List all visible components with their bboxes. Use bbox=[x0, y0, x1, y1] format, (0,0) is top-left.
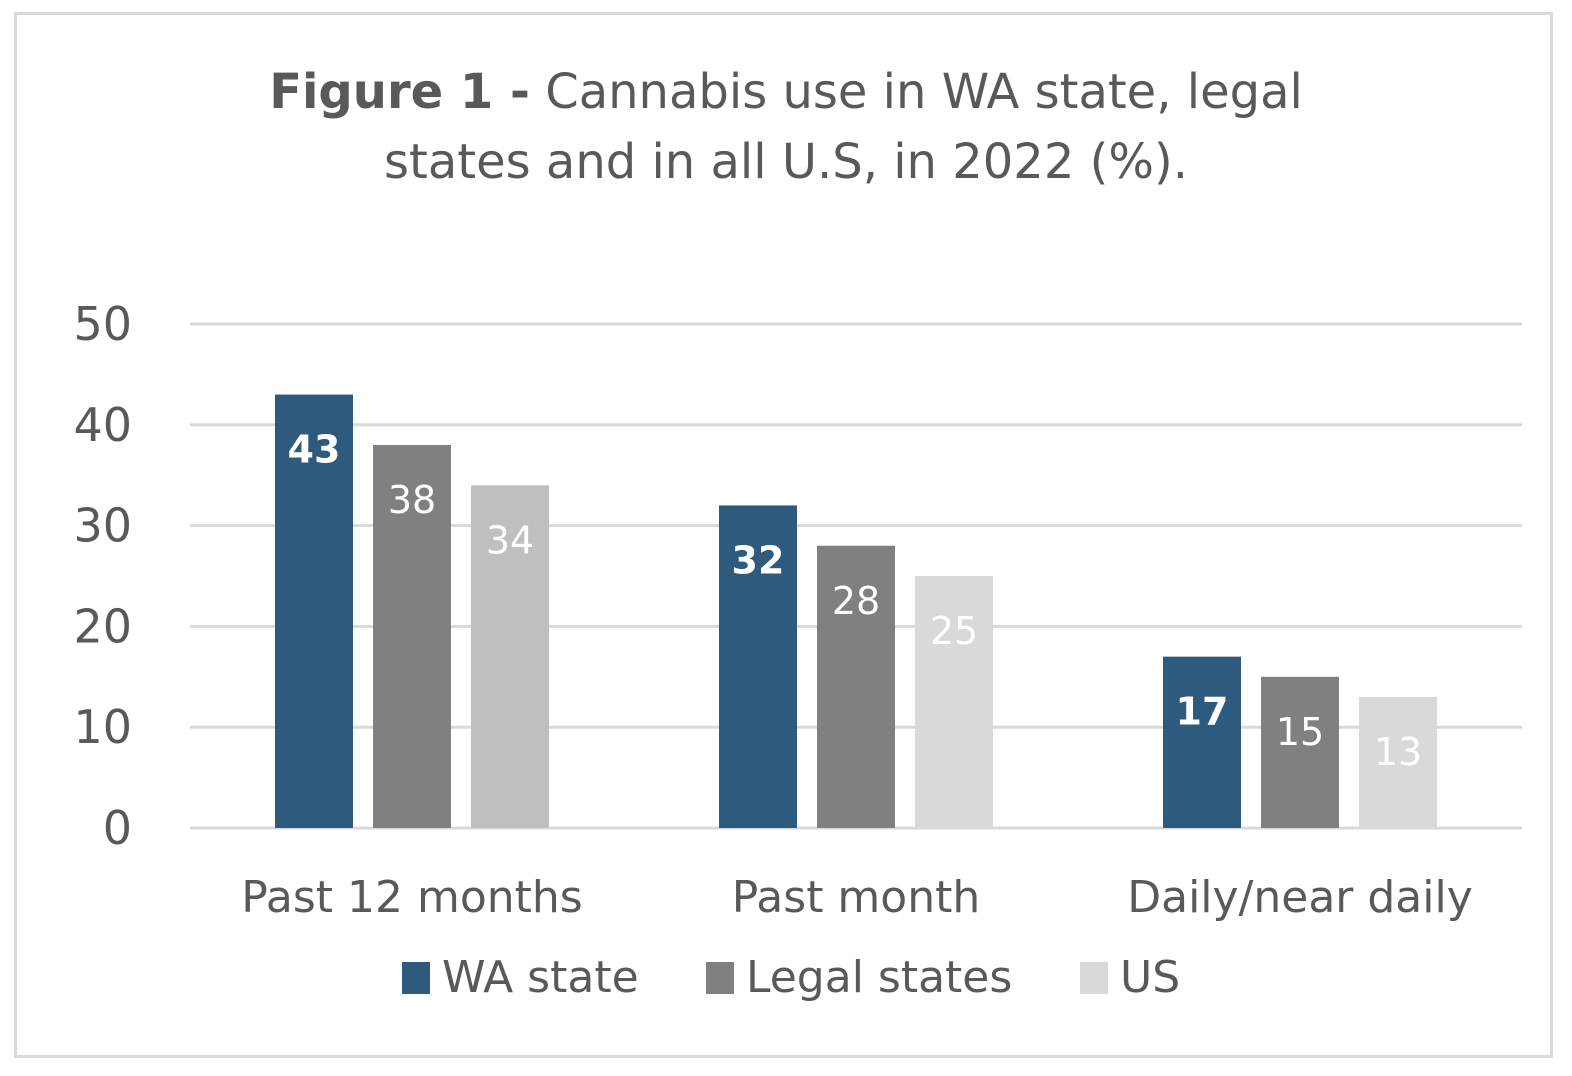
x-axis-ticks: Past 12 months Past month Daily/near daily bbox=[241, 872, 1472, 923]
y-tick-label-50: 50 bbox=[73, 297, 132, 351]
bar-legal-states-daily-near-daily bbox=[1261, 676, 1339, 828]
x-tick-label-past-12-months: Past 12 months bbox=[241, 872, 582, 923]
chart-title-line-2: states and in all U.S, in 2022 (%). bbox=[384, 134, 1188, 190]
y-tick-label-10: 10 bbox=[73, 700, 132, 754]
data-label-wa-state-past-month: 32 bbox=[732, 538, 785, 582]
legend: WA state Legal states US bbox=[402, 952, 1180, 1003]
data-label-us-daily-near-daily: 13 bbox=[1374, 730, 1422, 774]
bar-us-daily-near-daily bbox=[1359, 696, 1437, 828]
data-label-us-past-12-months: 34 bbox=[486, 518, 534, 562]
legend-swatch-legal-states bbox=[706, 962, 734, 994]
chart-title-line-1-rest: Cannabis use in WA state, legal bbox=[530, 64, 1303, 120]
chart-title: Figure 1 - Cannabis use in WA state, leg… bbox=[269, 64, 1303, 190]
x-tick-label-past-month: Past month bbox=[732, 872, 981, 923]
y-tick-label-40: 40 bbox=[73, 398, 132, 452]
data-label-legal-states-past-month: 28 bbox=[832, 579, 880, 623]
bar-legal-states-past-12-months bbox=[373, 444, 451, 828]
bar-data-labels: 43 38 34 32 28 25 17 15 13 bbox=[288, 428, 1423, 774]
legend-swatch-us bbox=[1080, 962, 1108, 994]
bar-us-past-12-months bbox=[471, 485, 549, 828]
legend-label-us: US bbox=[1120, 952, 1180, 1003]
bars bbox=[275, 394, 1437, 828]
y-tick-label-20: 20 bbox=[73, 599, 132, 653]
bar-legal-states-past-month bbox=[817, 545, 895, 828]
data-label-legal-states-past-12-months: 38 bbox=[388, 478, 436, 522]
x-tick-label-daily-near-daily: Daily/near daily bbox=[1127, 872, 1473, 923]
data-label-wa-state-daily-near-daily: 17 bbox=[1176, 690, 1229, 734]
bar-us-past-month bbox=[915, 576, 993, 828]
legend-label-legal-states: Legal states bbox=[746, 952, 1012, 1003]
data-label-legal-states-daily-near-daily: 15 bbox=[1276, 710, 1324, 754]
y-tick-label-0: 0 bbox=[103, 801, 132, 855]
chart-title-bold: Figure 1 - bbox=[269, 64, 530, 120]
data-label-wa-state-past-12-months: 43 bbox=[288, 428, 341, 472]
legend-label-wa-state: WA state bbox=[442, 952, 639, 1003]
bar-wa-state-past-month bbox=[719, 505, 797, 828]
y-axis-ticks: 0 10 20 30 40 50 bbox=[73, 297, 132, 855]
y-tick-label-30: 30 bbox=[73, 499, 132, 553]
chart-title-line-1: Figure 1 - Cannabis use in WA state, leg… bbox=[269, 64, 1303, 120]
bar-wa-state-daily-near-daily bbox=[1163, 656, 1241, 828]
bar-wa-state-past-12-months bbox=[275, 394, 353, 828]
legend-swatch-wa-state bbox=[402, 962, 430, 994]
data-label-us-past-month: 25 bbox=[930, 609, 978, 653]
